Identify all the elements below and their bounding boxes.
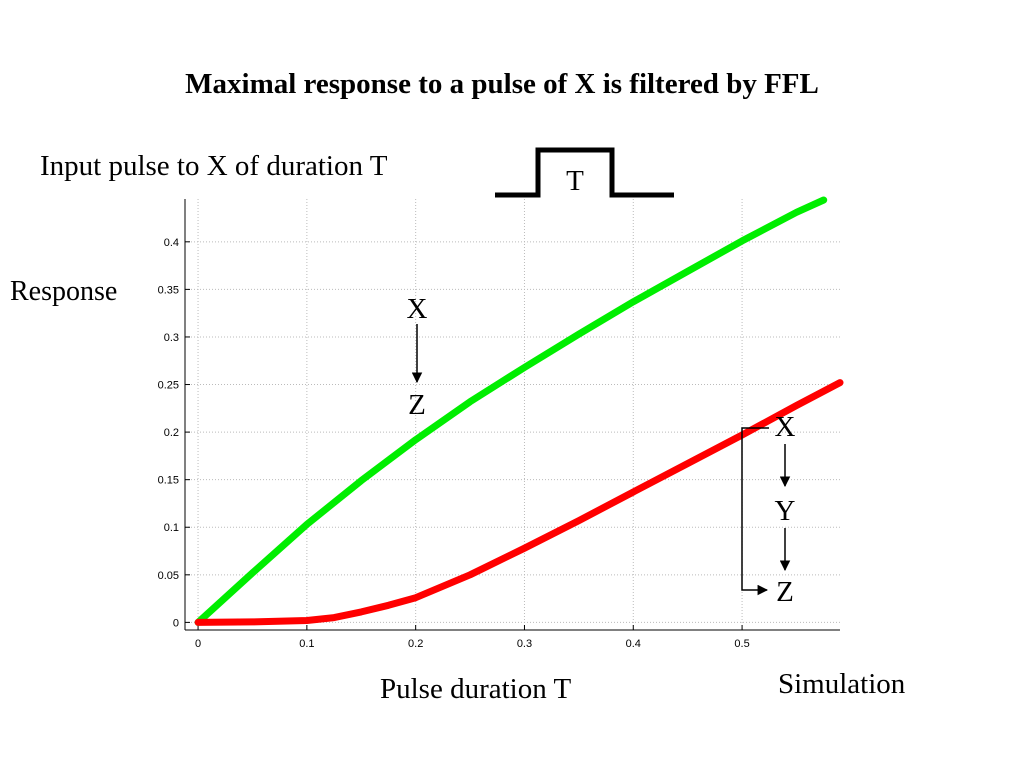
x-tick-label: 0.3: [517, 638, 532, 650]
x-axis-label: Pulse duration T: [380, 673, 572, 705]
direct-regulation-diagram: X Z: [407, 293, 428, 421]
pulse-duration-symbol: T: [566, 165, 584, 197]
ffl-node-y: Y: [775, 495, 796, 527]
y-tick-label: 0.2: [164, 427, 179, 439]
y-tick-label: 0.1: [164, 522, 179, 534]
y-tick-label: 0.3: [164, 332, 179, 344]
tick-labels: 0 0.1 0.2 0.3 0.4 0.5 0 0.05 0.1 0.15 0.2 0.25 0.3 0.…: [158, 237, 750, 650]
direct-node-z: Z: [408, 389, 426, 421]
ffl-diagram: X Y Z: [741, 411, 796, 608]
x-tick-label: 0.5: [734, 638, 749, 650]
y-tick-label: 0.35: [158, 284, 179, 296]
ffl-node-z: Z: [776, 576, 794, 608]
x-tick-label: 0.4: [626, 638, 641, 650]
pulse-label: Input pulse to X of duration T: [40, 150, 388, 182]
y-axis-label: Response: [10, 276, 118, 307]
slide-title: Maximal response to a pulse of X is filt…: [185, 68, 819, 100]
y-tick-label: 0.05: [158, 570, 179, 582]
pulse-shape-icon: [495, 147, 674, 198]
y-tick-label: 0.15: [158, 475, 179, 487]
ffl-arrow-x-z: [741, 427, 769, 596]
chart-grid: [185, 199, 840, 630]
simulation-caption: Simulation: [778, 668, 906, 700]
y-tick-label: 0.25: [158, 380, 179, 392]
x-tick-label: 0.2: [408, 638, 423, 650]
data-series: [194, 196, 844, 626]
y-tick-label: 0.4: [164, 237, 179, 249]
series-line-direct: [194, 196, 828, 626]
x-tick-label: 0: [195, 638, 201, 650]
ffl-node-x: X: [775, 411, 796, 443]
direct-node-x: X: [407, 293, 428, 325]
series-line-ffl: [194, 379, 844, 626]
y-tick-label: 0: [173, 617, 179, 629]
x-tick-label: 0.1: [299, 638, 314, 650]
chart-axes: [184, 199, 840, 631]
